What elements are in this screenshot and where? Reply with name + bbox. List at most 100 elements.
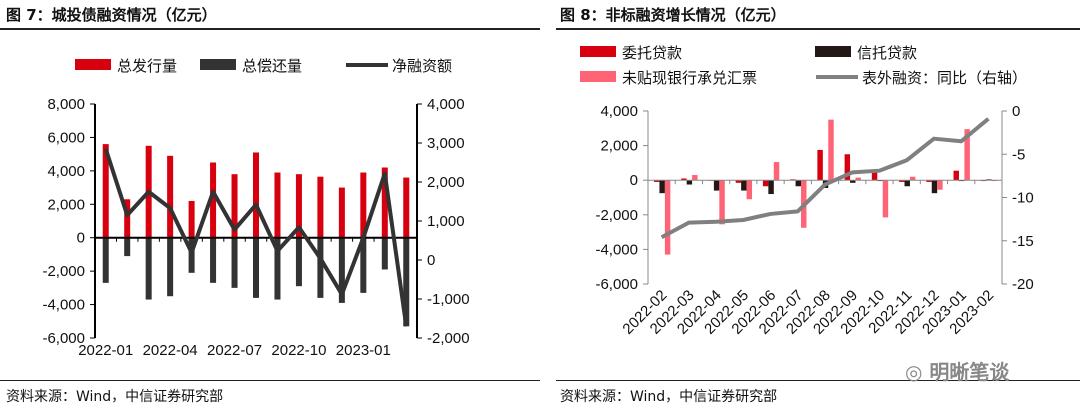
bar-总偿还量-2023-01 [360, 237, 367, 293]
legend-swatch [580, 71, 616, 82]
y-tick-label: 6,000 [47, 129, 85, 146]
y2-tick-label: 4,000 [427, 96, 465, 113]
right-title-rule [556, 28, 1080, 30]
y2-tick-label: 0 [1012, 103, 1020, 120]
y2-tick-label: -20 [1012, 276, 1034, 293]
legend-swatch [815, 46, 851, 57]
legend-label: 净融资额 [392, 58, 452, 75]
y-tick-label: 2,000 [600, 138, 638, 155]
y-tick-label: -4,000 [42, 297, 85, 314]
legend-label: 委托贷款 [622, 45, 682, 62]
bar-委托贷款-2022-09 [844, 154, 851, 181]
bar-总发行量-2023-02 [381, 167, 388, 238]
y2-tick-label: -1,000 [427, 291, 470, 308]
bar-总发行量-2023-03 [403, 177, 410, 238]
bar-信托贷款-2022-07 [795, 180, 802, 187]
bar-未贴现银行承兑汇票-2022-04 [719, 180, 725, 225]
y-tick-label: 4,000 [600, 103, 638, 120]
legend-label: 总偿还量 [242, 58, 302, 75]
bar-总偿还量-2022-06 [210, 237, 217, 283]
bar-委托贷款-2022-10 [871, 171, 878, 181]
bar-总偿还量-2022-10 [295, 237, 302, 287]
bar-总发行量-2022-09 [274, 172, 281, 238]
bar-总发行量-2022-07 [231, 174, 238, 238]
bar-总发行量-2022-06 [210, 162, 217, 238]
x-tick-label: 2023-01 [336, 342, 391, 359]
bar-总偿还量-2022-08 [252, 237, 260, 298]
bar-委托贷款-2022-02 [653, 180, 660, 182]
y-tick-label: -6,000 [595, 276, 638, 293]
y-tick-label: -4,000 [595, 241, 638, 258]
bar-总偿还量-2022-09 [274, 237, 281, 300]
bar-委托贷款-2022-11 [899, 180, 905, 182]
bar-总发行量-2022-12 [338, 187, 345, 238]
watermark: ◎ 明晰笔谈 [905, 360, 1010, 384]
bar-未贴现银行承兑汇票-2022-03 [692, 175, 698, 181]
x-tick-label: 2022-04 [143, 342, 198, 359]
bar-未贴现银行承兑汇票-2022-12 [937, 180, 943, 190]
bar-未贴现银行承兑汇票-2022-11 [909, 176, 916, 181]
y-tick-label: 8,000 [47, 96, 85, 113]
wechat-icon: ◎ [905, 360, 923, 384]
bar-委托贷款-2022-12 [926, 180, 932, 182]
bar-委托贷款-2022-03 [681, 178, 687, 181]
y2-tick-label: 0 [427, 252, 435, 269]
bar-总偿还量-2022-04 [167, 237, 174, 297]
bar-总发行量-2022-10 [295, 174, 302, 238]
bar-委托贷款-2023-01 [953, 170, 959, 181]
bar-总发行量-2022-08 [252, 152, 260, 238]
bar-信托贷款-2022-06 [768, 180, 774, 195]
left-footer-rule [0, 380, 540, 381]
line-表外融资：同比（右轴） [660, 117, 990, 240]
bar-信托贷款-2022-04 [713, 180, 720, 191]
line-净融资额 [103, 148, 409, 327]
left-title-rule [0, 28, 540, 30]
y-tick-label: -6,000 [42, 330, 85, 347]
bar-信托贷款-2022-03 [686, 180, 693, 185]
legend-swatch [200, 59, 236, 70]
right-chart-title: 图 8：非标融资增长情况（亿元） [560, 6, 786, 24]
y2-tick-label: -15 [1012, 233, 1034, 250]
bar-总偿还量-2023-03 [403, 237, 410, 327]
bar-未贴现银行承兑汇票-2022-06 [773, 162, 780, 181]
bar-总偿还量-2022-11 [317, 237, 324, 298]
bar-未贴现银行承兑汇票-2022-02 [664, 180, 671, 255]
left-chart-title: 图 7：城投债融资情况（亿元） [6, 6, 217, 24]
legend-swatch [75, 59, 111, 70]
x-tick-label: 2022-07 [207, 342, 262, 359]
bar-总发行量-2023-01 [360, 172, 367, 238]
bar-总偿还量-2023-02 [381, 237, 388, 270]
bar-委托贷款-2022-05 [735, 180, 742, 183]
x-tick-label: 2022-01 [78, 342, 133, 359]
bar-信托贷款-2022-05 [741, 180, 747, 191]
y-tick-label: 0 [630, 172, 638, 189]
bar-未贴现银行承兑汇票-2022-08 [828, 119, 834, 181]
bar-总发行量-2022-04 [167, 155, 174, 238]
y2-tick-label: -10 [1012, 190, 1034, 207]
y2-tick-label: -5 [1012, 146, 1025, 163]
y-tick-label: 0 [77, 230, 85, 247]
legend-label: 信托贷款 [857, 45, 917, 62]
y2-tick-label: 3,000 [427, 135, 465, 152]
legend-swatch [580, 46, 616, 57]
bar-未贴现银行承兑汇票-2022-09 [855, 177, 861, 181]
bar-信托贷款-2022-09 [850, 180, 856, 183]
y-tick-label: -2,000 [42, 263, 85, 280]
x-tick-label: 2022-10 [271, 342, 326, 359]
bar-未贴现银行承兑汇票-2022-05 [746, 180, 753, 200]
bar-委托贷款-2022-06 [762, 180, 769, 187]
right-source: 资料来源：Wind，中信证券研究部 [560, 389, 778, 405]
bar-总偿还量-2022-12 [338, 237, 345, 303]
legend-label: 总发行量 [117, 58, 177, 75]
bar-信托贷款-2022-11 [904, 180, 910, 187]
bar-总发行量-2022-02 [124, 199, 131, 238]
bar-未贴现银行承兑汇票-2022-10 [882, 180, 889, 218]
bar-总偿还量-2022-02 [124, 237, 131, 257]
y-tick-label: 4,000 [47, 163, 85, 180]
bar-总偿还量-2022-01 [102, 237, 109, 283]
bar-总偿还量-2022-05 [188, 237, 195, 273]
bar-未贴现银行承兑汇票-2023-01 [964, 129, 970, 181]
bar-总发行量-2022-11 [317, 176, 324, 238]
legend-label: 表外融资：同比（右轴） [862, 70, 1027, 87]
